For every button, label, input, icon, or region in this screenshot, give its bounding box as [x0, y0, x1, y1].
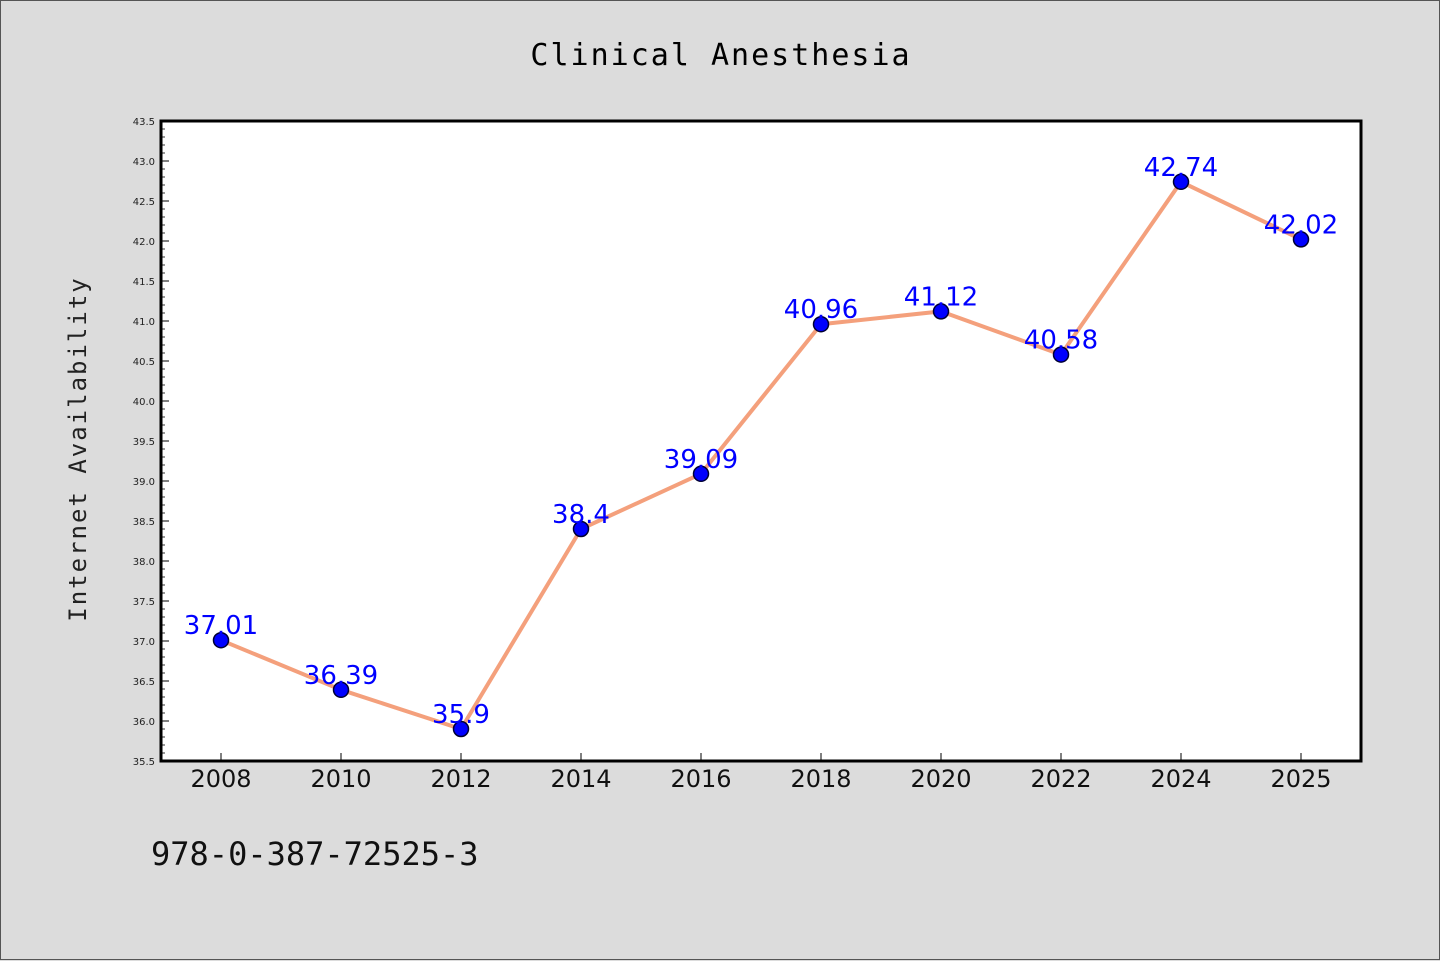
data-point: [1172, 173, 1190, 191]
y-axis-label: Internet Availability: [64, 276, 92, 621]
data-point: [692, 465, 710, 483]
y-tick-label: 42.5: [133, 197, 155, 208]
data-point: [1292, 231, 1310, 248]
data-point: [212, 631, 230, 649]
x-tick-label: 2012: [430, 765, 491, 793]
data-label: 37.01: [184, 611, 258, 641]
series-line: [220, 179, 1302, 731]
y-tick-label: 38.0: [133, 557, 155, 568]
data-label: 40.96: [784, 295, 858, 325]
x-tick-label: 2010: [310, 765, 371, 793]
data-point: [572, 520, 590, 538]
y-tick-label: 41.0: [133, 317, 155, 328]
y-tick-label: 39.5: [133, 437, 155, 448]
data-label: 42.02: [1264, 210, 1338, 240]
data-point: [1052, 346, 1070, 363]
y-tick-label: 36.5: [133, 677, 155, 688]
y-tick-label: 39.0: [133, 477, 155, 488]
isbn-footer: 978-0-387-72525-3: [151, 835, 479, 873]
x-axis: 2008 2010 2012 2014 2016 2018 2020 2022 2024 2025: [190, 753, 1332, 793]
data-label: 42.74: [1144, 153, 1218, 183]
data-label: 39.09: [664, 445, 738, 475]
y-tick-label: 40.0: [133, 397, 155, 408]
x-tick-label: 2008: [190, 765, 251, 793]
data-point: [812, 315, 830, 333]
y-tick-label: 36.0: [133, 717, 155, 728]
data-label: 38.4: [552, 500, 610, 530]
x-tick-label: 2014: [550, 765, 611, 793]
x-tick-label: 2025: [1270, 765, 1331, 793]
chart-title: Clinical Anesthesia: [530, 38, 911, 73]
data-label: 41.12: [904, 282, 978, 312]
data-point: [332, 681, 350, 699]
data-point: [932, 303, 950, 320]
x-tick-label: 2020: [910, 765, 971, 793]
x-tick-label: 2024: [1150, 765, 1211, 793]
y-tick-label: 40.5: [133, 357, 155, 368]
y-tick-label: 43.0: [133, 157, 155, 168]
data-markers: [212, 173, 1310, 738]
x-tick-label: 2018: [790, 765, 851, 793]
data-labels: 37.01 36.39 35.9 38.4 39.09 40.96 41.12 40.58 42…: [184, 153, 1338, 730]
y-tick-label: 42.0: [133, 237, 155, 248]
y-tick-label: 43.5: [133, 117, 155, 128]
x-tick-label: 2016: [670, 765, 731, 793]
data-label: 35.9: [432, 700, 490, 730]
y-tick-label: 37.0: [133, 637, 155, 648]
y-tick-label: 41.5: [133, 277, 155, 288]
data-label: 36.39: [304, 661, 378, 691]
plot-area: [159, 119, 1363, 763]
data-point: [452, 720, 470, 738]
data-label: 40.58: [1024, 326, 1098, 356]
y-tick-label: 37.5: [133, 597, 155, 608]
y-tick-label: 38.5: [133, 517, 155, 528]
x-tick-label: 2022: [1030, 765, 1091, 793]
y-tick-label: 35.5: [133, 757, 155, 768]
y-axis: 35.5 36.0 36.5 37.0 37.5 38.0 38.5 39.0 39.5 40.0…: [133, 117, 169, 768]
